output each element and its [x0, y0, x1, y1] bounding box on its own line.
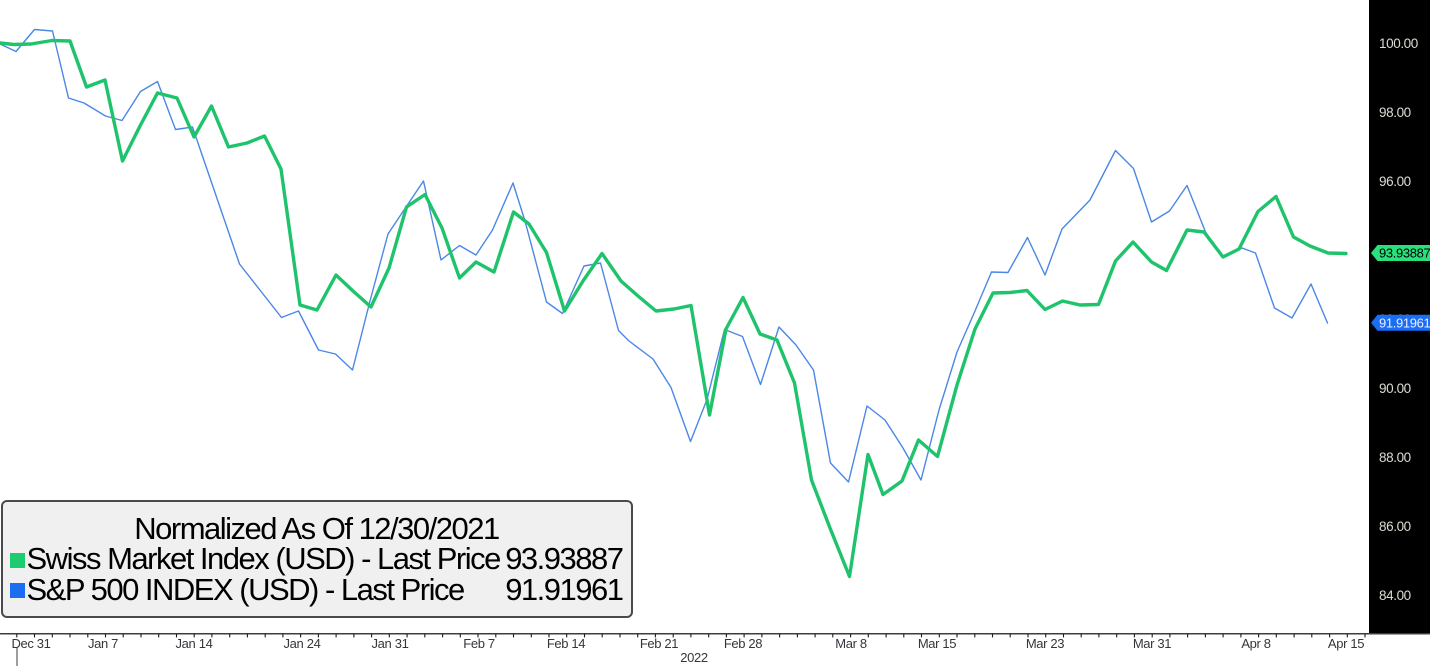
- svg-text:Mar 8: Mar 8: [835, 636, 867, 651]
- svg-text:Feb 21: Feb 21: [640, 636, 678, 651]
- svg-text:Feb 14: Feb 14: [547, 636, 585, 651]
- svg-text:Dec 31: Dec 31: [11, 636, 50, 651]
- svg-text:Apr 15: Apr 15: [1328, 636, 1364, 651]
- svg-text:90.00: 90.00: [1379, 381, 1411, 396]
- svg-text:Mar 23: Mar 23: [1026, 636, 1064, 651]
- svg-text:84.00: 84.00: [1379, 588, 1411, 603]
- svg-text:86.00: 86.00: [1379, 519, 1411, 534]
- svg-text:Jan 14: Jan 14: [176, 636, 213, 651]
- svg-text:88.00: 88.00: [1379, 450, 1411, 465]
- svg-text:Mar 15: Mar 15: [918, 636, 956, 651]
- svg-text:96.00: 96.00: [1379, 174, 1411, 189]
- svg-text:Jan 31: Jan 31: [372, 636, 409, 651]
- svg-text:91.91961: 91.91961: [1379, 315, 1430, 330]
- svg-text:Feb 28: Feb 28: [724, 636, 762, 651]
- svg-text:100.00: 100.00: [1379, 36, 1418, 51]
- svg-text:Feb 7: Feb 7: [463, 636, 495, 651]
- svg-text:Mar 31: Mar 31: [1133, 636, 1171, 651]
- svg-text:Jan 24: Jan 24: [284, 636, 321, 651]
- svg-text:Apr 8: Apr 8: [1241, 636, 1270, 651]
- svg-text:Jan 7: Jan 7: [88, 636, 118, 651]
- svg-text:93.93887: 93.93887: [1379, 246, 1430, 261]
- svg-text:98.00: 98.00: [1379, 105, 1411, 120]
- svg-text:2022: 2022: [680, 650, 708, 665]
